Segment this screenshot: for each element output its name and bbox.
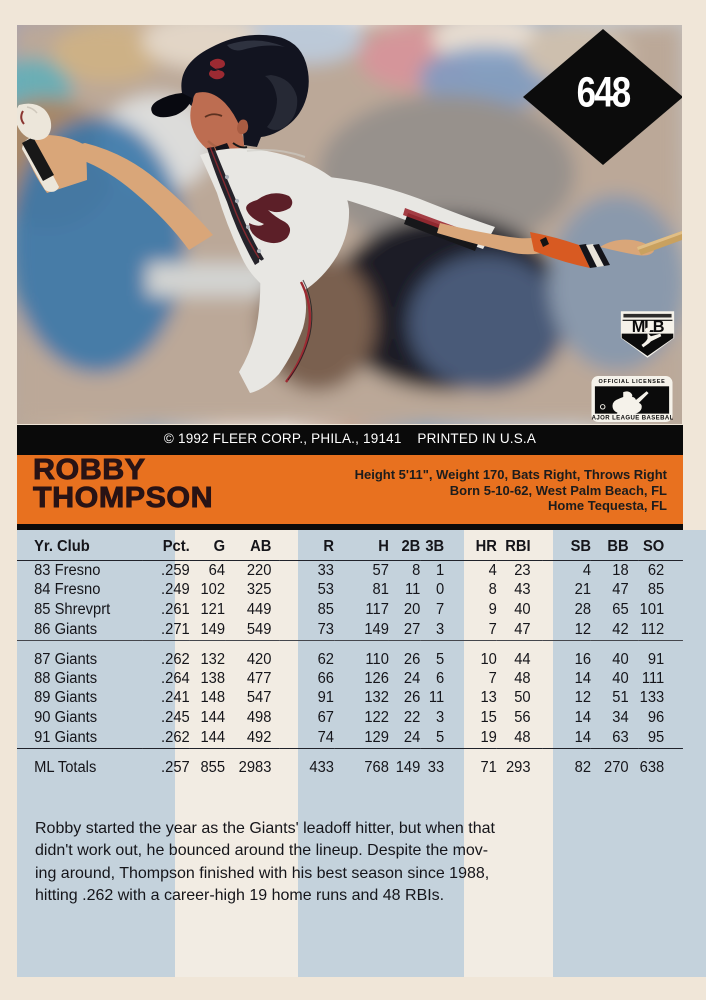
svg-text:OFFICIAL LICENSEE: OFFICIAL LICENSEE [598,379,665,385]
svg-text:MAJOR LEAGUE BASEBALL: MAJOR LEAGUE BASEBALL [591,416,673,422]
svg-text:MLB: MLB [632,318,665,336]
